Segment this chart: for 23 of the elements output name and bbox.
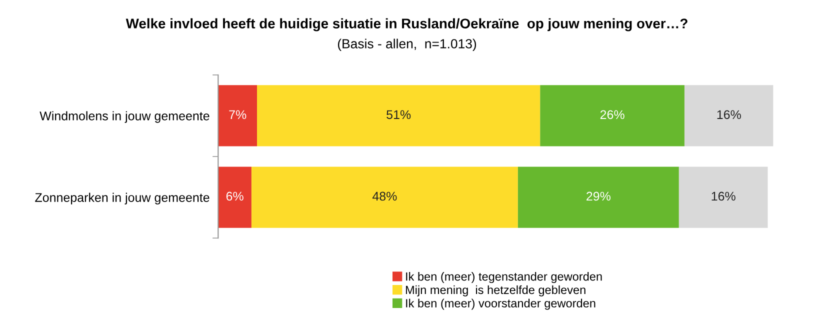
chart-title: Welke invloed heeft de huidige situatie in Rusland/Oekraïne op jouw mening over…?: [126, 18, 688, 32]
bar: [518, 166, 679, 228]
data-label: 29%: [586, 192, 610, 201]
data-label: 48%: [372, 192, 397, 201]
data-label: 26%: [600, 110, 624, 120]
y-tick-label: Windmolens in jouw gemeente: [40, 111, 210, 123]
legend-label: Mijn mening is hetzelfde gebleven: [406, 285, 586, 296]
bar: [218, 85, 258, 146]
data-label: 51%: [386, 110, 411, 120]
bar: [218, 166, 252, 228]
legend-label: Ik ben (meer) tegenstander geworden: [406, 272, 602, 284]
bar: [678, 166, 768, 228]
bar: [684, 85, 774, 146]
bar: [540, 85, 684, 146]
bar: [251, 166, 518, 228]
data-label: 16%: [712, 192, 736, 201]
data-label: 16%: [717, 110, 741, 120]
bar: [257, 85, 540, 146]
data-label: 7%: [229, 110, 246, 120]
chart-subtitle: (Basis - allen, n=1.013): [338, 38, 476, 52]
data-label: 6%: [226, 192, 244, 201]
legend-label: Ik ben (meer) voorstander geworden: [406, 298, 596, 310]
y-tick-label: Zonneparken in jouw gemeente: [35, 192, 210, 204]
